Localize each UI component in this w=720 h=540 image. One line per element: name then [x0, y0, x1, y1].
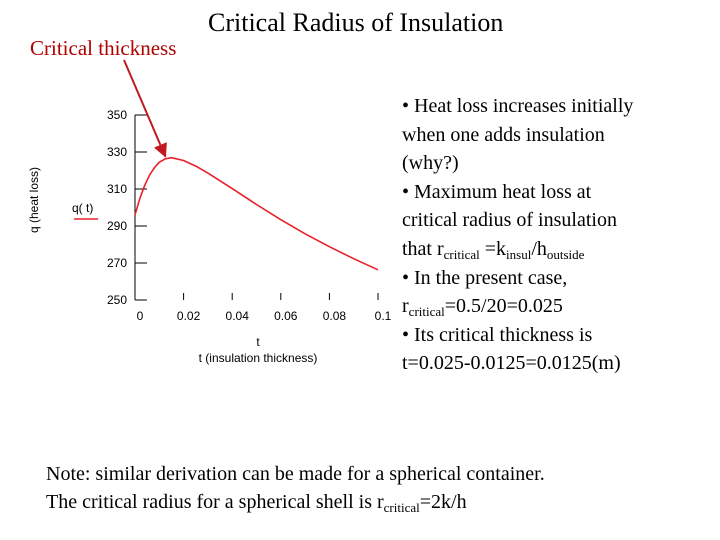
bullet-line: when one adds insulation: [402, 121, 702, 150]
note-line: The critical radius for a spherical shel…: [46, 488, 706, 516]
text-run: r: [402, 295, 409, 318]
text-run: • Heat loss increases initially: [402, 95, 634, 117]
subscript: insul: [506, 246, 532, 262]
text-run: The critical radius for a spherical shel…: [46, 491, 384, 513]
x-tick-label: 0.06: [274, 309, 298, 323]
bullet-line: critical radius of insulation: [402, 206, 702, 235]
critical-thickness-label: Critical thickness: [30, 36, 177, 60]
text-run: that r: [402, 237, 444, 260]
x-tick-label: 0.04: [226, 309, 250, 323]
bullet-line: that rcritical =kinsul/houtside: [402, 235, 702, 264]
subscript: critical: [408, 304, 445, 320]
y-axis-symbol: q( t): [72, 201, 93, 215]
bullet-line: • Maximum heat loss at: [402, 178, 702, 207]
x-tick-label: 0.02: [177, 309, 201, 323]
x-axis-label: t (insulation thickness): [199, 351, 318, 365]
subscript: critical: [383, 500, 420, 515]
bullet-line: (why?): [402, 149, 702, 178]
y-tick-label: 310: [107, 182, 127, 196]
subscript: outside: [546, 246, 585, 262]
slide-title: Critical Radius of Insulation: [208, 8, 504, 37]
bullet-line: • In the present case,: [402, 264, 702, 293]
text-run: critical radius of insulation: [402, 209, 617, 232]
text-run: t=0.025-0.0125=0.0125(m): [402, 352, 621, 375]
bullet-list: • Heat loss increases initially when one …: [402, 92, 702, 378]
y-tick-label: 270: [107, 256, 127, 270]
text-run: when one adds insulation: [402, 123, 605, 146]
bullet-line: • Heat loss increases initially: [402, 92, 702, 121]
x-axis-symbol: t: [256, 335, 260, 349]
critical-thickness-arrow: [123, 59, 167, 158]
text-run: =2k/h: [419, 491, 467, 513]
heat-loss-curve: [134, 156, 379, 271]
text-run: /h: [531, 237, 547, 260]
x-tick-label: 0.08: [323, 309, 347, 323]
text-run: Note: similar derivation can be made for…: [46, 463, 545, 485]
subscript: critical: [443, 246, 480, 262]
text-run: (why?): [402, 152, 459, 175]
y-axis-label: q (heat loss): [27, 167, 41, 233]
bullet-line: t=0.025-0.0125=0.0125(m): [402, 349, 702, 378]
bullet-line: • Its critical thickness is: [402, 321, 702, 350]
text-run: =k: [479, 237, 507, 260]
chart-series: [134, 156, 379, 271]
y-tick-label: 250: [107, 293, 127, 307]
y-tick-label: 350: [107, 108, 127, 122]
text-run: =0.5/20=0.025: [444, 295, 563, 318]
footnote: Note: similar derivation can be made for…: [46, 460, 706, 516]
text-run: • In the present case,: [402, 266, 568, 289]
x-tick-label: 0: [137, 309, 144, 323]
y-tick-label: 330: [107, 145, 127, 159]
x-tick-label: 0.1: [375, 309, 392, 323]
chart-ticks: 250 270 290 310 330 350 0 0.02 0.04 0.06 0.08 0.1: [107, 108, 392, 323]
y-tick-label: 290: [107, 219, 127, 233]
text-run: • Maximum heat loss at: [402, 180, 592, 203]
note-line: Note: similar derivation can be made for…: [46, 460, 706, 488]
text-run: • Its critical thickness is: [402, 323, 593, 346]
bullet-line: rcritical=0.5/20=0.025: [402, 292, 702, 321]
